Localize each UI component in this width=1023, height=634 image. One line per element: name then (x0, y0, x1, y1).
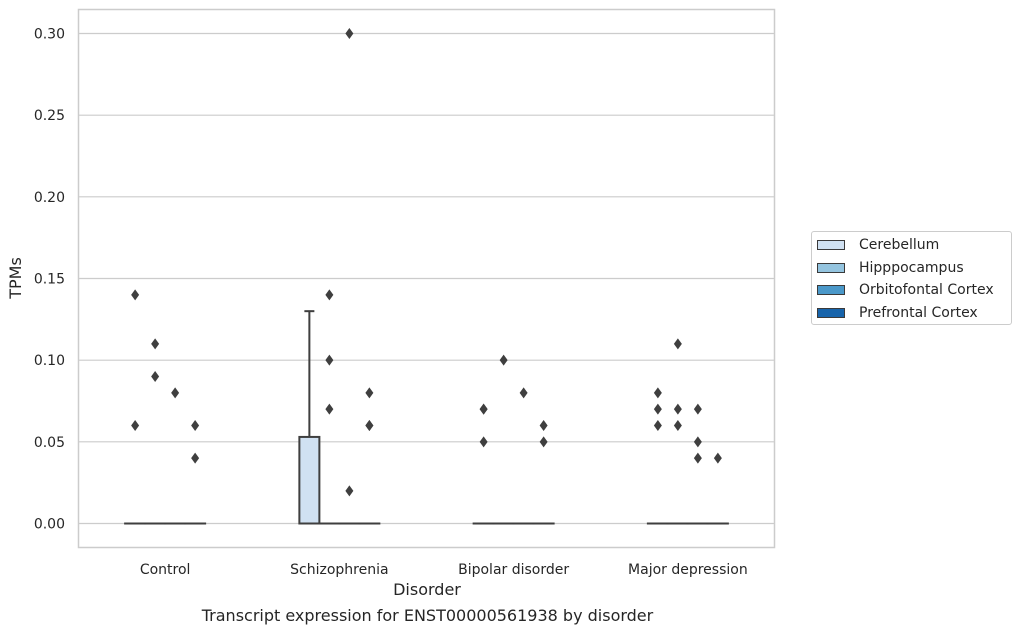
legend: Cerebellum Hipppocampus Orbitofontal Corte… (811, 231, 1012, 325)
y-tick-labels: 0.00 0.05 0.10 0.15 0.20 0.25 0.30 (34, 27, 65, 533)
outlier-point (171, 387, 180, 399)
y-tick-label: 0.25 (34, 108, 65, 124)
outlier-point (479, 436, 488, 448)
box-series (124, 310, 729, 525)
outlier-point (499, 354, 508, 366)
chart-caption: Transcript expression for ENST0000056193… (201, 606, 654, 625)
legend-swatch (817, 240, 845, 250)
outlier-point (365, 387, 374, 399)
outlier-point (693, 403, 702, 415)
y-tick-label: 0.15 (34, 272, 65, 288)
outlier-point (345, 485, 354, 497)
x-axis-label: Disorder (393, 580, 461, 599)
outlier-point (345, 28, 354, 39)
outlier-point (365, 420, 374, 431)
legend-item: Prefrontal Cortex (817, 304, 978, 322)
legend-label: Hipppocampus (859, 259, 964, 276)
outlier-point (539, 420, 548, 431)
y-gridlines (78, 32, 775, 525)
outlier-point (151, 338, 160, 350)
legend-label: Orbitofontal Cortex (859, 282, 994, 298)
x-tick-labels: Control Schizophrenia Bipolar disorder Majo… (140, 562, 748, 578)
outlier-point (713, 452, 722, 464)
x-tick-label: Control (140, 562, 191, 578)
legend-item: Cerebellum (817, 236, 939, 254)
x-tick-label: Major depression (628, 562, 748, 578)
outlier-point (519, 387, 528, 399)
y-tick-label: 0.30 (34, 27, 65, 43)
outlier-point (673, 420, 682, 431)
outlier-point (191, 452, 200, 464)
legend-label: Prefrontal Cortex (859, 304, 978, 321)
outlier-point (325, 403, 334, 415)
legend-swatch (817, 307, 845, 318)
outlier-point (653, 387, 662, 399)
outlier-point (693, 452, 702, 464)
legend-label: Cerebellum (859, 237, 940, 253)
box-body (298, 435, 321, 525)
outlier-point (653, 420, 662, 431)
box-4 (298, 310, 321, 525)
outlier-points (131, 28, 722, 497)
outlier-point (191, 420, 200, 431)
outlier-point (131, 420, 140, 431)
outlier-point (325, 354, 334, 366)
outlier-point (539, 436, 548, 448)
outlier-point (325, 289, 334, 301)
y-tick-label: 0.05 (34, 435, 65, 451)
x-tick-label: Bipolar disorder (458, 562, 569, 578)
outlier-point (131, 289, 140, 301)
y-axis-label: TPMs (6, 257, 25, 300)
outlier-point (693, 436, 702, 448)
legend-swatch (817, 262, 845, 273)
outlier-point (151, 371, 160, 382)
outlier-point (673, 338, 682, 350)
x-tick-label: Schizophrenia (290, 562, 388, 578)
outlier-point (479, 403, 488, 415)
plot-area-frame (77, 8, 776, 549)
legend-item: Orbitofontal Cortex (817, 281, 994, 299)
y-tick-label: 0.00 (34, 517, 65, 533)
outlier-point (653, 403, 662, 415)
outlier-point (673, 403, 682, 415)
legend-swatch (817, 285, 845, 295)
legend-item: Hipppocampus (817, 259, 964, 277)
y-tick-label: 0.10 (34, 353, 65, 369)
y-tick-label: 0.20 (34, 190, 65, 206)
